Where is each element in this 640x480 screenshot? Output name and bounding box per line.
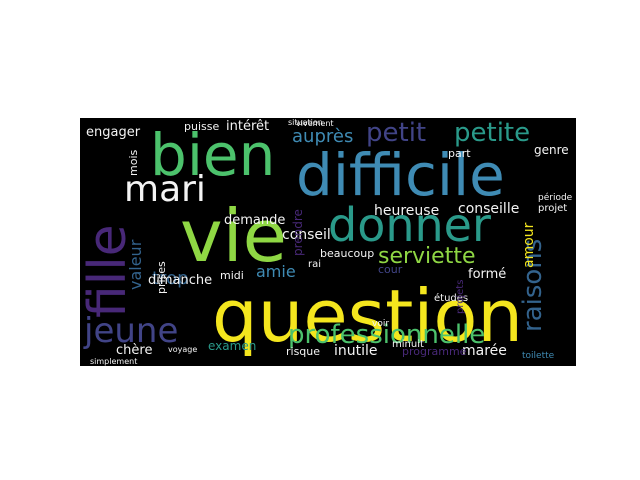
word-part: part	[448, 147, 471, 160]
word-programme: programme	[402, 345, 467, 358]
word-chere: chère	[116, 343, 153, 358]
word-serviette: serviette	[378, 244, 476, 269]
word-examen: examen	[208, 339, 257, 353]
word-periode: période	[538, 193, 573, 203]
word-prendre: prendre	[291, 209, 305, 256]
word-interet: intérêt	[226, 119, 270, 134]
word-vivement: vivement	[296, 119, 334, 128]
word-engager: engager	[86, 125, 141, 140]
word-professionnelle: professionnelle	[288, 320, 486, 350]
word-situation: situation	[288, 118, 323, 127]
word-conseille: conseille	[458, 201, 520, 217]
word-apres: auprès	[292, 126, 354, 147]
word-beaucoup: beaucoup	[320, 247, 375, 260]
word-voir: voir	[372, 319, 390, 329]
word-voyage: voyage	[168, 345, 198, 354]
word-cloud: question vie bien difficile donner fille…	[80, 118, 576, 366]
word-projet: projet	[538, 203, 568, 214]
word-forme: formé	[468, 267, 507, 282]
word-bien: bien	[150, 121, 276, 189]
word-simplement: simplement	[90, 357, 138, 366]
word-conseil: conseil	[282, 227, 331, 243]
word-dimanche: dimanche	[148, 273, 213, 288]
word-cour: cour	[378, 263, 403, 276]
word-etudes: études	[434, 293, 469, 304]
word-valeur: valeur	[126, 239, 145, 290]
word-genre: genre	[534, 143, 569, 157]
word-petit: petit	[366, 118, 427, 148]
word-petite: petite	[454, 118, 531, 148]
word-trop: trop	[152, 268, 189, 289]
word-minuit: minuit	[392, 339, 424, 350]
word-question: question	[212, 274, 524, 358]
word-risque: risque	[286, 345, 321, 358]
word-rai: rai	[308, 259, 322, 270]
word-mois: mois	[127, 149, 140, 176]
word-inutile: inutile	[334, 343, 378, 359]
word-prises: prises	[155, 261, 168, 294]
word-jeune: jeune	[84, 311, 179, 351]
word-toilette: toilette	[522, 351, 555, 361]
word-vie: vie	[180, 194, 287, 278]
word-amour: amour	[521, 222, 537, 268]
word-puisse: puisse	[184, 120, 220, 133]
word-donner: donner	[328, 198, 491, 252]
word-mari: mari	[124, 169, 206, 210]
word-projets: projets	[455, 279, 466, 314]
word-difficile: difficile	[296, 141, 505, 209]
word-demande: demande	[224, 213, 286, 228]
word-heureuse: heureuse	[374, 203, 440, 219]
word-maree: marée	[462, 343, 507, 359]
word-amie: amie	[256, 262, 296, 281]
word-midi: midi	[220, 269, 244, 282]
